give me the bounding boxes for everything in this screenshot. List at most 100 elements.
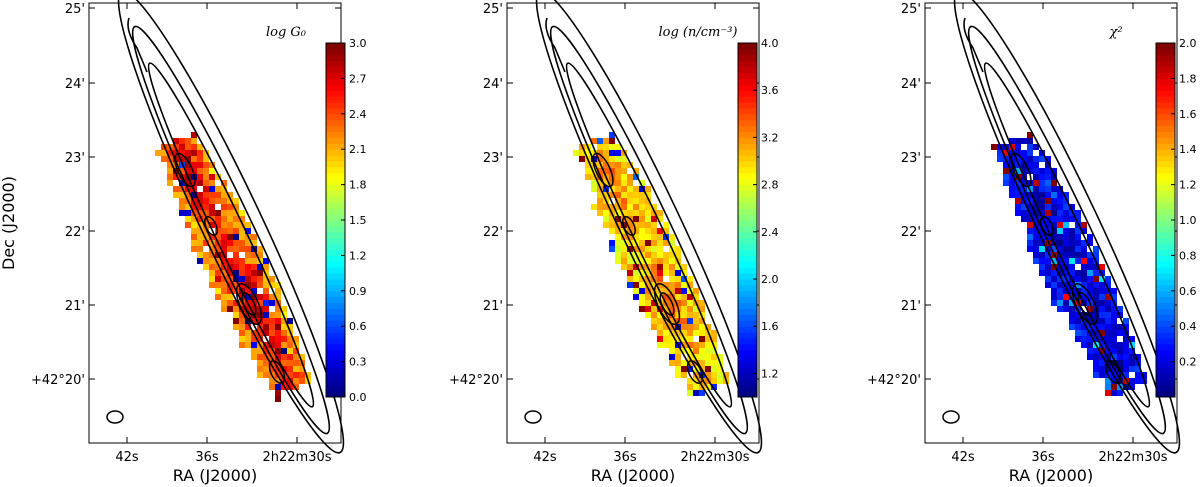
heatmap-cell: [615, 180, 621, 186]
heatmap-cell: [209, 174, 215, 180]
heatmap-cell: [1075, 228, 1081, 234]
heatmap-cell: [209, 204, 215, 210]
heatmap-cell: [1039, 204, 1045, 210]
heatmap-cell: [1081, 222, 1087, 228]
heatmap-cell: [1033, 216, 1039, 222]
heatmap-cell: [203, 216, 209, 222]
heatmap-cell: [603, 204, 609, 210]
heatmap-cell: [1063, 300, 1069, 306]
heatmap-cell: [275, 384, 281, 390]
heatmap-cell: [215, 222, 221, 228]
heatmap-cell: [263, 312, 269, 318]
heatmap-cell: [257, 366, 263, 372]
heatmap-cell: [251, 342, 257, 348]
colorbar-tick-label: 1.2: [1179, 179, 1197, 192]
heatmap-cell: [621, 204, 627, 210]
colorbar-segment: [1156, 84, 1175, 91]
heatmap-cell: [251, 354, 257, 360]
heatmap-cell: [281, 360, 287, 366]
colorbar-tick-label: 1.8: [349, 179, 367, 192]
heatmap-cell: [191, 150, 197, 156]
heatmap-cell: [1129, 366, 1135, 372]
heatmap-cell: [251, 240, 257, 246]
heatmap-cell: [293, 336, 299, 342]
heatmap-cell: [233, 216, 239, 222]
heatmap-cell: [645, 186, 651, 192]
heatmap-cell: [1087, 264, 1093, 270]
colorbar-segment: [738, 279, 757, 286]
colorbar-segment: [738, 172, 757, 180]
colorbar-tick-label: 2.7: [349, 72, 367, 85]
heatmap-cell: [1117, 354, 1123, 360]
heatmap-cell: [251, 294, 257, 300]
colorbar-segment: [738, 314, 757, 321]
colorbar-segment: [326, 261, 345, 268]
heatmap-cell: [191, 240, 197, 246]
heatmap-cell: [173, 156, 179, 162]
heatmap-cell: [1111, 312, 1117, 318]
heatmap-cell: [275, 282, 281, 288]
colorbar-segment: [738, 43, 757, 50]
heatmap-cell: [711, 360, 717, 366]
colorbar-tick-label: 1.0: [1179, 214, 1197, 227]
heatmap-cell: [603, 222, 609, 228]
colorbar-segment: [326, 119, 345, 127]
heatmap-cell: [203, 156, 209, 162]
colorbar-segment: [326, 107, 345, 115]
colorbar-segment: [738, 343, 757, 351]
heatmap-cell: [161, 156, 167, 162]
heatmap-cell: [663, 264, 669, 270]
heatmap-cell: [693, 306, 699, 312]
heatmap-cell: [209, 270, 215, 276]
heatmap-cell: [1063, 270, 1069, 276]
heatmap-cell: [693, 294, 699, 300]
heatmap-cell: [275, 294, 281, 300]
heatmap-cell: [585, 150, 591, 156]
heatmap-cell: [621, 198, 627, 204]
heatmap-cell: [299, 378, 305, 384]
heatmap-cell: [1087, 348, 1093, 354]
heatmap-cell: [621, 156, 627, 162]
heatmap-cell: [633, 186, 639, 192]
heatmap-cell: [269, 378, 275, 384]
heatmap-cell: [197, 204, 203, 210]
heatmap-cell: [239, 282, 245, 288]
heatmap-cell: [197, 174, 203, 180]
heatmap-cell: [221, 246, 227, 252]
heatmap-cell: [633, 294, 639, 300]
heatmap-cell: [251, 288, 257, 294]
heatmap-cell: [1057, 240, 1063, 246]
y-tick-label: 22': [483, 225, 503, 240]
heatmap-cell: [1063, 288, 1069, 294]
heatmap-cell: [1021, 210, 1027, 216]
heatmap-cell: [203, 186, 209, 192]
colorbar-tick-label: 0.9: [349, 285, 367, 298]
contour-line: [127, 17, 148, 73]
heatmap-cell: [1057, 210, 1063, 216]
heatmap-cell: [245, 324, 251, 330]
heatmap-cell: [227, 234, 233, 240]
colorbar-segment: [326, 267, 345, 274]
heatmap-cell: [1039, 228, 1045, 234]
heatmap-cell: [1039, 258, 1045, 264]
heatmap-cell: [281, 348, 287, 354]
heatmap-cell: [1123, 354, 1129, 360]
heatmap-cell: [645, 210, 651, 216]
heatmap-cell: [711, 366, 717, 372]
heatmap-cell: [597, 156, 603, 162]
heatmap-cell: [1015, 198, 1021, 204]
colorbar-segment: [738, 308, 757, 315]
heatmap-cell: [221, 210, 227, 216]
heatmap-cell: [615, 198, 621, 204]
heatmap-cell: [209, 258, 215, 264]
heatmap-cell: [1099, 282, 1105, 288]
heatmap-cell: [603, 150, 609, 156]
colorbar-segment: [326, 102, 345, 109]
heatmap-cell: [657, 336, 663, 342]
y-tick-label: 22': [65, 225, 85, 240]
heatmap-cell: [263, 294, 269, 300]
colorbar-segment: [1156, 255, 1175, 262]
heatmap-cell: [1033, 144, 1039, 150]
heatmap-cell: [615, 174, 621, 180]
heatmap-cell: [1069, 294, 1075, 300]
